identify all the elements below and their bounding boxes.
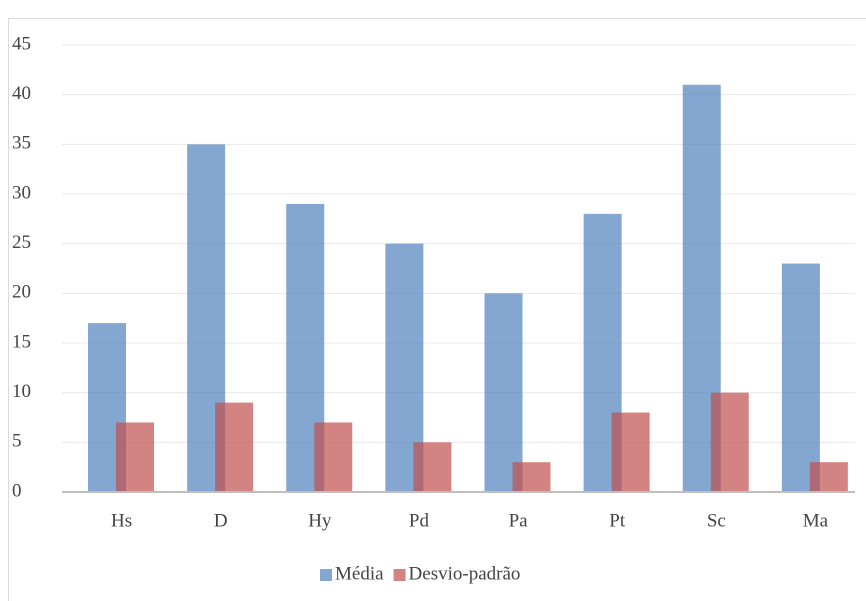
x-tick-label: Pa (509, 510, 529, 531)
bar (512, 462, 551, 492)
y-tick-label: 0 (12, 480, 22, 501)
x-tick-label: Hs (111, 510, 132, 531)
y-tick-label: 30 (12, 182, 31, 203)
x-tick-label: Hy (308, 510, 332, 531)
bar (484, 293, 523, 492)
x-tick-label: D (214, 510, 228, 531)
bar (116, 422, 154, 492)
legend-label: Desvio-padrão (409, 563, 521, 584)
bar (314, 422, 353, 492)
x-tick-label: Ma (803, 510, 829, 531)
bar (611, 412, 650, 492)
y-tick-label: 45 (12, 33, 31, 54)
y-tick-label: 5 (12, 431, 22, 452)
chart-border (8, 18, 866, 601)
bar (809, 462, 848, 492)
bar (413, 442, 452, 492)
legend-label: Média (335, 563, 384, 584)
x-tick-label: Sc (707, 510, 726, 531)
y-tick-label: 10 (12, 381, 31, 402)
y-tick-label: 35 (12, 133, 31, 154)
y-tick-label: 40 (12, 83, 31, 104)
x-tick-label: Pd (409, 510, 430, 531)
bar (781, 263, 820, 492)
x-tick-label: Pt (609, 510, 626, 531)
bar (215, 402, 254, 492)
legend-swatch (320, 569, 332, 581)
y-tick-label: 15 (12, 331, 31, 352)
y-tick-label: 25 (12, 232, 31, 253)
bar (710, 392, 749, 492)
legend-swatch (393, 569, 406, 581)
y-tick-label: 20 (12, 282, 31, 303)
